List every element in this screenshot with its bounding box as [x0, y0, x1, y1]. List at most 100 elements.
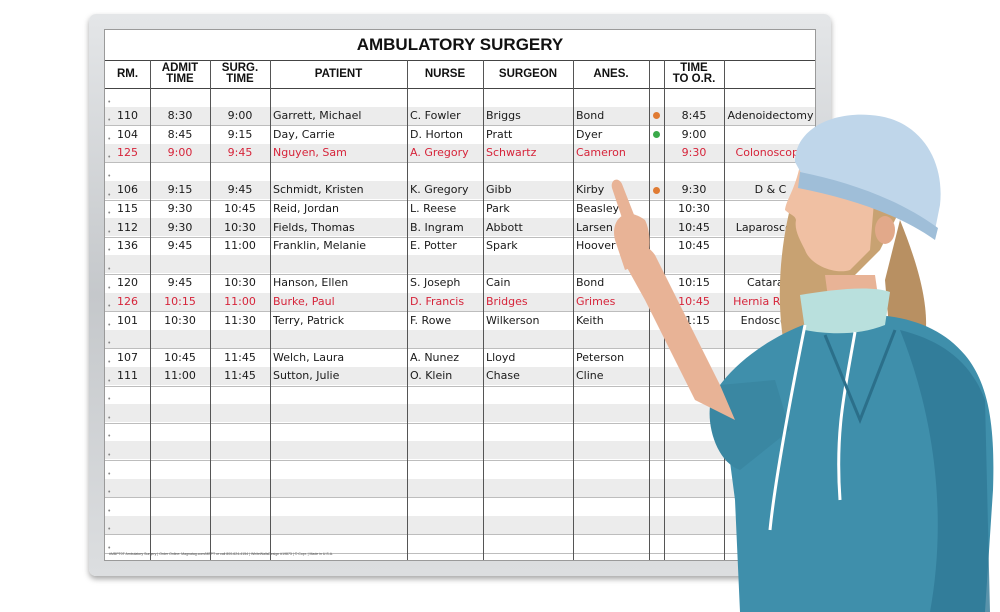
- column-header-row: RM. ADMIT TIME SURG. TIME PATIENT NURSE SURGE…: [105, 60, 815, 89]
- cell-nurse: K. Gregory: [410, 183, 469, 197]
- cell-nurse: A. Gregory: [410, 146, 469, 160]
- cell-time-or: 10:45: [678, 239, 710, 253]
- row-tick: •: [108, 452, 111, 459]
- column-divider: [210, 60, 211, 560]
- cell-surgeon: Briggs: [486, 108, 521, 122]
- row-tick: •: [108, 396, 111, 404]
- row-tick: •: [108, 117, 111, 125]
- row-divider: [105, 274, 815, 275]
- cell-surg: 11:30: [224, 313, 256, 327]
- row-tick: •: [108, 433, 111, 441]
- cell-patient: Reid, Jordan: [273, 201, 339, 215]
- cell-anes: Cameron: [576, 146, 626, 160]
- nurse-illustration: [611, 114, 994, 612]
- row-divider: [105, 311, 815, 313]
- cell-time-or: 9:30: [681, 183, 707, 197]
- column-divider: [407, 60, 408, 560]
- cell-surg: 9:45: [227, 183, 253, 197]
- column-divider: [649, 60, 650, 560]
- column-divider: [270, 60, 271, 560]
- surgical-cap: [795, 114, 941, 230]
- cell-rm: 136: [117, 239, 138, 253]
- cell-anes: Dyer: [576, 127, 603, 141]
- cell-admit: 9:00: [167, 146, 193, 160]
- cell-nurse: B. Ingram: [410, 220, 464, 234]
- cell-rm: 104: [117, 127, 138, 141]
- table-row: [105, 404, 815, 423]
- row-divider: [105, 162, 815, 164]
- cell-rm: 110: [117, 108, 138, 122]
- cell-anes: Grimes: [576, 294, 616, 308]
- cell-anes: Hoover: [576, 239, 616, 253]
- cell-surgeon: Bridges: [486, 294, 528, 308]
- cell-time-or: 9:30: [681, 146, 707, 160]
- row-tick: •: [108, 247, 111, 255]
- row-divider: [105, 236, 815, 238]
- cell-anes: Bond: [576, 108, 605, 122]
- row-tick: •: [108, 359, 111, 366]
- cell-rm: 125: [117, 146, 138, 160]
- table-row: [105, 292, 815, 311]
- cell-anes: Larsen: [576, 220, 613, 234]
- table-row: [105, 143, 815, 162]
- cell-patient: Franklin, Melanie: [273, 239, 367, 253]
- cell-time-or: 10:45: [678, 220, 710, 234]
- forearm: [620, 243, 735, 420]
- table-row: [105, 367, 815, 385]
- cell-patient: Nguyen, Sam: [273, 146, 347, 160]
- table-row: [105, 515, 815, 534]
- cell-rm: 115: [117, 201, 138, 215]
- scrubs-v-neck: [823, 329, 897, 425]
- cell-surgeon: Pratt: [486, 127, 513, 141]
- cell-rm: 111: [117, 369, 138, 383]
- cell-patient: Welch, Laura: [273, 350, 345, 364]
- row-divider: [105, 199, 815, 201]
- row-divider: [105, 534, 815, 536]
- column-header-4: NURSE: [424, 67, 466, 80]
- cell-surgeon: Chase: [486, 369, 520, 383]
- row-tick: •: [108, 266, 111, 273]
- cell-admit: 9:30: [167, 220, 193, 234]
- status-dot: [653, 186, 660, 194]
- cell-surg: 9:15: [227, 127, 253, 141]
- column-header-3: PATIENT: [314, 67, 363, 80]
- cell-patient: Schmidt, Kristen: [273, 183, 364, 197]
- row-tick: •: [108, 303, 111, 311]
- pointing-finger: [611, 179, 638, 230]
- row-tick: •: [108, 284, 111, 292]
- cell-patient: Burke, Paul: [273, 294, 335, 308]
- row-tick: •: [108, 135, 111, 143]
- row-divider: [105, 125, 815, 127]
- cell-procedure: Adenoidectomy: [727, 108, 814, 122]
- cell-surg: 9:00: [227, 108, 253, 122]
- cell-anes: Kirby: [576, 183, 605, 197]
- row-tick: •: [108, 507, 111, 515]
- scrubs-shade: [900, 330, 990, 612]
- row-tick: •: [108, 489, 111, 497]
- column-header-2: SURG. TIME: [221, 62, 259, 85]
- surgical-cap-band: [798, 172, 938, 240]
- row-tick: •: [108, 414, 111, 422]
- column-header-6: ANES.: [593, 67, 629, 80]
- cell-patient: Fields, Thomas: [273, 220, 355, 234]
- cell-admit: 8:30: [167, 108, 193, 122]
- cell-rm: 120: [117, 276, 138, 290]
- cell-patient: Garrett, Michael: [273, 108, 362, 122]
- row-tick: •: [108, 340, 111, 348]
- table-row: [105, 478, 815, 497]
- cell-nurse: S. Joseph: [410, 276, 461, 290]
- cell-surg: 11:00: [224, 294, 256, 308]
- cell-nurse: L. Reese: [410, 201, 457, 215]
- mask-tie-right: [837, 331, 857, 501]
- cell-nurse: E. Potter: [410, 239, 457, 253]
- row-tick: •: [108, 470, 111, 478]
- cell-surg: 10:30: [224, 276, 256, 290]
- cell-procedure: D & C: [754, 183, 787, 197]
- column-divider: [724, 60, 725, 560]
- cell-surgeon: Park: [486, 201, 510, 215]
- cell-anes: Beasley: [576, 201, 620, 215]
- cell-nurse: D. Horton: [410, 127, 464, 141]
- row-divider: [105, 497, 815, 499]
- cell-rm: 101: [117, 313, 138, 327]
- cell-rm: 106: [117, 183, 138, 197]
